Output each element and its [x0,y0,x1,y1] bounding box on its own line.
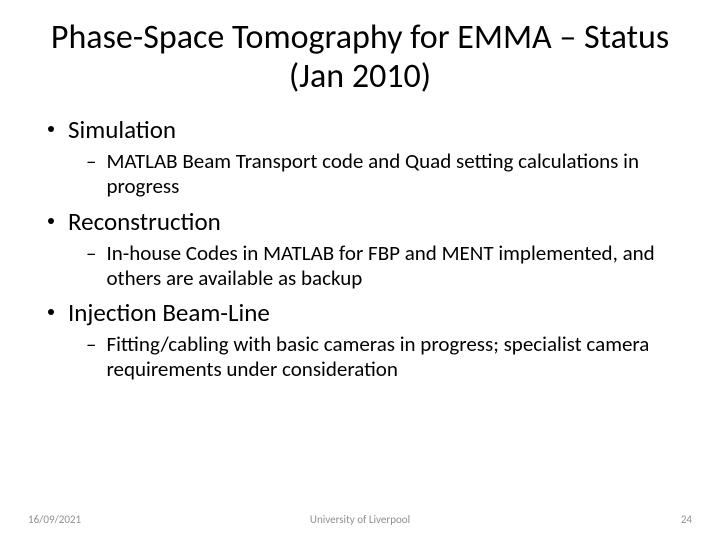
bullet-sub-text: In-house Codes in MATLAB for FBP and MEN… [106,241,670,291]
bullet-dot-icon [48,309,54,315]
slide: Phase-Space Tomography for EMMA – Status… [0,0,720,540]
bullet-label: Injection Beam-Line [68,297,270,328]
slide-footer: 16/09/2021 University of Liverpool 24 [0,513,720,526]
bullet-level2: – Fitting/cabling with basic cameras in … [40,332,680,382]
footer-org: University of Liverpool [0,513,720,526]
bullet-label: Reconstruction [68,206,221,237]
bullet-dash-icon: – [86,241,96,266]
bullet-sub-text: Fitting/cabling with basic cameras in pr… [106,332,670,382]
bullet-dot-icon [48,218,54,224]
bullet-level2: – In-house Codes in MATLAB for FBP and M… [40,241,680,291]
slide-content: Simulation – MATLAB Beam Transport code … [30,114,690,382]
bullet-dot-icon [48,126,54,132]
bullet-dash-icon: – [86,149,96,174]
bullet-level2: – MATLAB Beam Transport code and Quad se… [40,149,680,199]
bullet-sub-text: MATLAB Beam Transport code and Quad sett… [106,149,670,199]
bullet-level1: Reconstruction [40,206,680,237]
bullet-dash-icon: – [86,332,96,357]
bullet-level1: Injection Beam-Line [40,297,680,328]
bullet-level1: Simulation [40,114,680,145]
bullet-label: Simulation [68,114,176,145]
slide-title: Phase-Space Tomography for EMMA – Status… [30,18,690,96]
